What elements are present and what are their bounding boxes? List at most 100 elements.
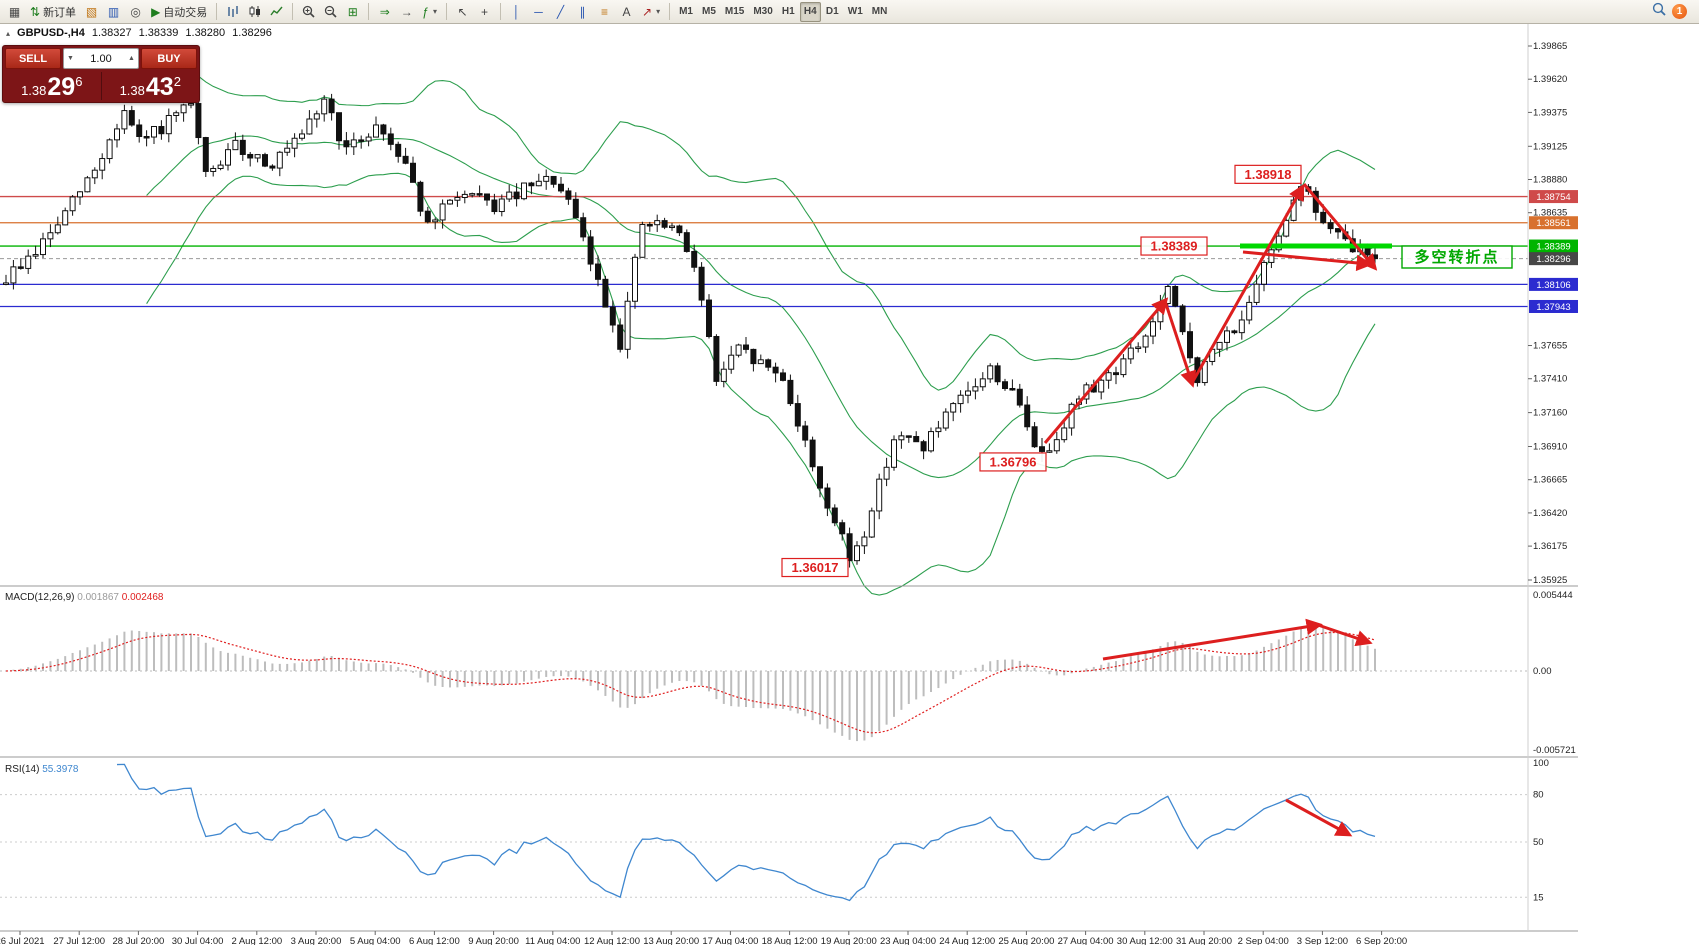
channel-tool-icon[interactable]: ∥ (572, 2, 593, 22)
navigator-icon[interactable]: ◎ (125, 2, 146, 22)
time-label: 6 Aug 12:00 (409, 936, 460, 945)
axis-label-1.38296: 1.38296 (1529, 252, 1578, 266)
time-label: 9 Aug 20:00 (468, 936, 519, 945)
collapse-triangle-icon[interactable]: ▴ (6, 28, 11, 38)
price-tick: 1.36175 (1533, 541, 1567, 552)
rsi-tick: 50 (1533, 837, 1544, 848)
svg-text:1.38296: 1.38296 (1536, 254, 1570, 265)
zoom-in-icon[interactable] (298, 2, 319, 22)
buy-button[interactable]: BUY (141, 48, 197, 69)
svg-text:1.38918: 1.38918 (1245, 167, 1292, 182)
axis-label-1.38106: 1.38106 (1529, 277, 1578, 291)
trendline-tool-icon[interactable]: ╱ (550, 2, 571, 22)
play-icon: ▶ (151, 4, 161, 19)
price-tick: 1.39125 (1533, 141, 1567, 152)
timeframe-W1[interactable]: W1 (844, 2, 867, 22)
trend-arrow-3 (1190, 183, 1305, 384)
line-chart-mode-icon[interactable] (266, 2, 287, 22)
rsi-tick: 15 (1533, 892, 1544, 903)
price-tick: 1.38880 (1533, 174, 1567, 185)
profiles-icon[interactable]: ▧ (81, 2, 102, 22)
trend-arrow-5 (1242, 250, 1373, 272)
timeframe-M1[interactable]: M1 (675, 2, 697, 22)
search-icon[interactable] (1652, 2, 1666, 21)
one-click-trading-widget: SELL ▼ 1.00 ▲ BUY 1.38 29 6 1.38 43 2 (2, 45, 200, 103)
fibonacci-tool-icon[interactable]: ≡ (594, 2, 615, 22)
new-order-button[interactable]: ⇅ 新订单 (26, 2, 80, 22)
price-annotation-1.36017: 1.36017 (781, 557, 849, 578)
svg-text:1.38106: 1.38106 (1536, 280, 1570, 291)
bar-chart-mode-icon[interactable] (222, 2, 243, 22)
rsi-tick: 100 (1533, 758, 1549, 769)
timeframe-MN[interactable]: MN (868, 2, 892, 22)
time-label: 12 Aug 12:00 (584, 936, 640, 945)
vertical-line-tool-icon[interactable]: │ (506, 2, 527, 22)
price-tick: 1.35925 (1533, 575, 1567, 586)
svg-text:1.38754: 1.38754 (1536, 192, 1570, 203)
time-label: 18 Aug 12:00 (762, 936, 818, 945)
candlestick-mode-icon[interactable] (244, 2, 265, 22)
time-label: 11 Aug 04:00 (525, 936, 580, 945)
timeframe-H1[interactable]: H1 (778, 2, 799, 22)
crosshair-tool-icon[interactable]: + (474, 2, 495, 22)
toolbar-separator (368, 3, 370, 20)
notification-badge[interactable]: 1 (1672, 4, 1687, 19)
volume-decrease-icon[interactable]: ▼ (67, 55, 74, 62)
price-tick: 1.36420 (1533, 508, 1567, 519)
price-tick: 1.39865 (1533, 41, 1567, 52)
zoom-out-icon[interactable] (320, 2, 341, 22)
time-label: 27 Jul 12:00 (53, 936, 105, 945)
sell-button[interactable]: SELL (5, 48, 61, 69)
volume-increase-icon[interactable]: ▲ (128, 55, 135, 62)
price-tick: 1.37410 (1533, 374, 1567, 385)
time-label: 28 Jul 20:00 (113, 936, 165, 945)
trend-arrow-7 (1317, 623, 1373, 647)
chart-window-icon[interactable]: ▦ (4, 2, 25, 22)
timeframe-D1[interactable]: D1 (822, 2, 843, 22)
text-tool-icon[interactable]: A (616, 2, 637, 22)
time-label: 27 Aug 04:00 (1058, 936, 1114, 945)
svg-text:1.38561: 1.38561 (1536, 218, 1570, 229)
sell-price[interactable]: 1.38 29 6 (21, 73, 83, 102)
indicators-button[interactable]: ƒ ▾ (418, 2, 441, 22)
timeframe-M30[interactable]: M30 (749, 2, 776, 22)
time-label: 31 Aug 20:00 (1176, 936, 1232, 945)
timeframe-M15[interactable]: M15 (721, 2, 748, 22)
chevron-down-icon: ▾ (656, 7, 661, 16)
price-annotation-1.36796: 1.36796 (979, 452, 1047, 472)
toolbar-separator (446, 3, 447, 20)
time-label: 17 Aug 04:00 (702, 936, 758, 945)
timeframe-H4[interactable]: H4 (799, 1, 821, 22)
svg-text:1.36796: 1.36796 (990, 454, 1037, 469)
timeframe-group: M1 M5 M15 M30 H1 H4 D1 W1 MN (675, 1, 892, 22)
cursor-tool-icon[interactable]: ↖ (452, 2, 473, 22)
time-label: 2 Sep 04:00 (1238, 936, 1289, 945)
time-label: 26 Jul 2021 (0, 936, 45, 945)
macd-header: MACD(12,26,9) 0.001867 0.002468 (5, 592, 164, 603)
svg-text:1.37943: 1.37943 (1536, 302, 1570, 313)
price-annotation-1.38918: 1.38918 (1234, 164, 1302, 184)
volume-value: 1.00 (90, 52, 112, 65)
horizontal-line-tool-icon[interactable]: ─ (528, 2, 549, 22)
time-label: 6 Sep 20:00 (1356, 936, 1407, 945)
rsi-tick: 80 (1533, 790, 1544, 801)
tile-windows-icon[interactable]: ⊞ (342, 2, 363, 22)
price-annotation-1.38389: 1.38389 (1140, 236, 1208, 256)
volume-stepper[interactable]: ▼ 1.00 ▲ (63, 48, 139, 69)
auto-trading-button[interactable]: ▶ 自动交易 (147, 2, 211, 22)
ohlc-low: 1.38280 (185, 27, 226, 39)
toolbar-right-group: 1 (1652, 2, 1695, 21)
auto-scroll-icon[interactable]: ⇒ (374, 2, 395, 22)
time-label: 2 Aug 12:00 (231, 936, 282, 945)
macd-tick: 0.00 (1533, 666, 1552, 677)
bb-lower (146, 172, 1376, 596)
price-tick: 1.36665 (1533, 475, 1567, 486)
arrows-tool-icon[interactable]: ↗ ▾ (638, 2, 664, 22)
chart-canvas[interactable]: 1.39865 1.39620 1.39375 1.39125 1.38880 1.386… (0, 24, 1699, 945)
buy-price[interactable]: 1.38 43 2 (119, 73, 181, 102)
time-label: 3 Aug 20:00 (291, 936, 342, 945)
timeframe-M5[interactable]: M5 (698, 2, 720, 22)
indicators-icon: ƒ (422, 4, 429, 19)
market-watch-icon[interactable]: ▥ (103, 2, 124, 22)
chart-shift-icon[interactable]: → (396, 2, 417, 22)
